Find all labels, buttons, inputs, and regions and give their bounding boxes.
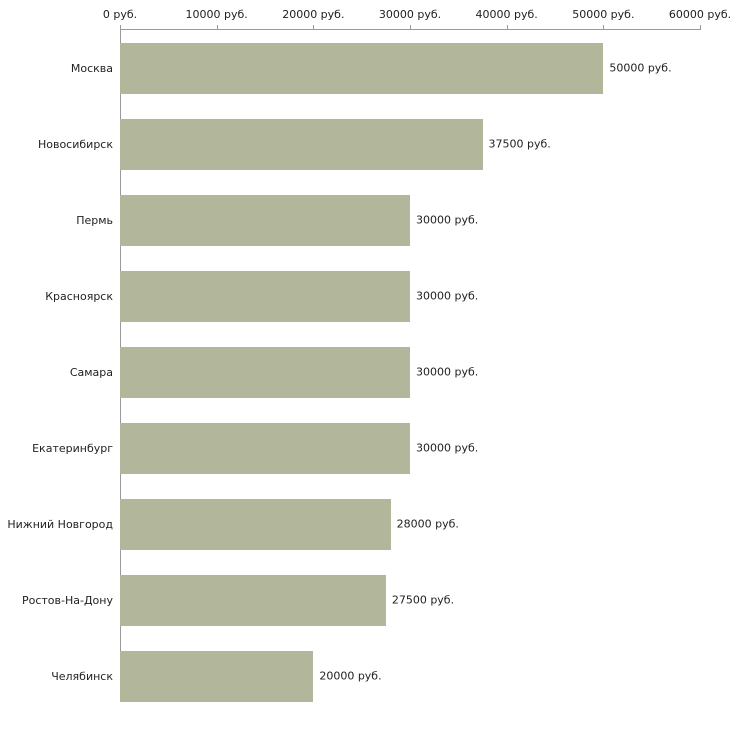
value-label: 37500 руб. — [488, 137, 551, 151]
value-label: 30000 руб. — [416, 365, 479, 379]
bar-row: Красноярск 30000 руб. — [0, 258, 730, 334]
bar-track: 28000 руб. — [120, 498, 700, 550]
bar-track: 30000 руб. — [120, 422, 700, 474]
bar-row: Пермь 30000 руб. — [0, 182, 730, 258]
bar — [120, 650, 314, 702]
bar — [120, 118, 483, 170]
x-tick-label: 30000 руб. — [378, 8, 442, 21]
bar-track: 30000 руб. — [120, 270, 700, 322]
bar-rows-container: Москва 50000 руб. Новосибирск 37500 руб. Пер… — [0, 30, 730, 714]
bar-row: Челябинск 20000 руб. — [0, 638, 730, 714]
bar-row: Ростов-На-Дону 27500 руб. — [0, 562, 730, 638]
x-tick-label: 60000 руб. — [668, 8, 730, 21]
category-label: Москва — [70, 61, 113, 75]
category-label: Челябинск — [51, 669, 113, 683]
category-label: Красноярск — [45, 289, 113, 303]
category-label: Екатеринбург — [32, 441, 113, 455]
value-label: 30000 руб. — [416, 441, 479, 455]
bar — [120, 346, 410, 398]
bar — [120, 194, 410, 246]
x-tick-label: 20000 руб. — [282, 8, 345, 21]
bar-track: 27500 руб. — [120, 574, 700, 626]
bar-track: 37500 руб. — [120, 118, 700, 170]
bar-track: 30000 руб. — [120, 194, 700, 246]
bar — [120, 42, 604, 94]
bar — [120, 422, 410, 474]
x-tick-mark — [120, 25, 121, 30]
category-label: Нижний Новгород — [7, 517, 113, 531]
value-label: 28000 руб. — [396, 517, 459, 531]
category-label: Пермь — [76, 213, 113, 227]
value-label: 30000 руб. — [416, 213, 479, 227]
category-label: Ростов-На-Дону — [21, 593, 113, 607]
x-tick-mark — [216, 25, 218, 30]
bar — [120, 270, 410, 322]
bar-row: Новосибирск 37500 руб. — [0, 106, 730, 182]
category-label: Новосибирск — [37, 137, 113, 151]
bar-row: Нижний Новгород 28000 руб. — [0, 486, 730, 562]
x-tick-label: 50000 руб. — [572, 8, 635, 21]
bar-row: Москва 50000 руб. — [0, 30, 730, 106]
bar-track: 20000 руб. — [120, 650, 700, 702]
x-tick-mark — [313, 25, 315, 30]
x-tick-mark — [603, 25, 605, 30]
x-tick-mark — [700, 25, 701, 30]
x-tick-label: 10000 руб. — [185, 8, 248, 21]
value-label: 20000 руб. — [319, 669, 382, 683]
value-label: 30000 руб. — [416, 289, 479, 303]
x-tick-label: 0 руб. — [102, 8, 138, 21]
bar-row: Самара 30000 руб. — [0, 334, 730, 410]
x-tick-mark — [410, 25, 411, 30]
bar-track: 30000 руб. — [120, 346, 700, 398]
bar — [120, 574, 386, 626]
value-label: 27500 руб. — [391, 593, 455, 607]
x-axis: 0 руб. 10000 руб. 20000 руб. 30000 руб. 4000… — [0, 0, 730, 30]
bar — [120, 498, 391, 550]
category-label: Самара — [69, 365, 113, 379]
bar-track: 50000 руб. — [120, 42, 700, 94]
value-label: 50000 руб. — [609, 61, 672, 75]
bar-row: Екатеринбург 30000 руб. — [0, 410, 730, 486]
x-tick-label: 40000 руб. — [475, 8, 538, 21]
x-tick-mark — [506, 25, 508, 30]
